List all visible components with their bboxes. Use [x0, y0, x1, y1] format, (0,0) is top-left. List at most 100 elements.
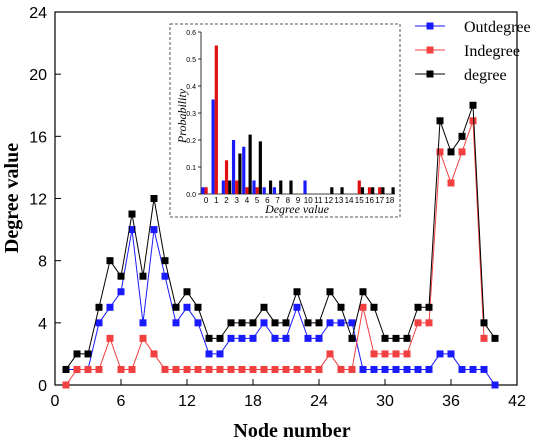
- series-indegree: [62, 117, 488, 389]
- data-point: [227, 365, 235, 373]
- data-point: [84, 350, 92, 358]
- inset-y-tick-label: 0.6: [186, 30, 196, 37]
- x-tick-label: 24: [310, 393, 328, 410]
- data-point: [227, 334, 235, 342]
- data-point: [381, 365, 389, 373]
- data-point: [249, 334, 257, 342]
- inset-bar: [357, 180, 361, 194]
- data-point: [150, 350, 158, 358]
- inset-x-tick-label: 4: [245, 196, 250, 205]
- series-line: [66, 229, 496, 386]
- data-point: [436, 148, 444, 156]
- data-point: [194, 319, 202, 327]
- inset-x-tick-label: 5: [255, 196, 260, 205]
- data-point: [161, 365, 169, 373]
- data-point: [458, 132, 466, 140]
- inset-x-tick-label: 13: [334, 196, 343, 205]
- data-point: [414, 303, 422, 311]
- y-axis-title: Degree value: [1, 143, 23, 253]
- data-point: [117, 272, 125, 280]
- inset-x-tick-label: 7: [275, 196, 280, 205]
- data-point: [205, 365, 213, 373]
- data-point: [249, 365, 257, 373]
- data-point: [150, 195, 158, 202]
- inset-bars: [201, 45, 395, 194]
- x-tick-label: 42: [508, 393, 526, 410]
- data-point: [238, 319, 246, 327]
- data-point: [425, 303, 433, 311]
- data-point: [216, 350, 224, 358]
- data-point: [326, 288, 334, 296]
- data-point: [95, 319, 103, 327]
- inset-x-tick-label: 16: [365, 196, 374, 205]
- data-point: [469, 101, 477, 109]
- inset-x-tick-label: 6: [265, 196, 270, 205]
- inset-series-degree: [228, 134, 395, 194]
- data-point: [161, 272, 169, 280]
- data-point: [469, 117, 477, 125]
- data-point: [447, 179, 455, 187]
- data-point: [348, 319, 356, 327]
- inset-bar: [255, 187, 259, 194]
- data-point: [392, 334, 400, 342]
- data-point: [282, 365, 290, 373]
- inset-x-tick-label: 3: [235, 196, 240, 205]
- y-tick-label: 4: [38, 316, 47, 333]
- y-tick-label: 24: [29, 5, 47, 22]
- legend-label: Outdegree: [464, 19, 531, 36]
- data-point: [304, 365, 312, 373]
- data-point: [139, 319, 147, 327]
- data-point: [205, 334, 213, 342]
- inset-bar: [245, 187, 249, 194]
- data-point: [315, 319, 323, 327]
- inset-y-tick-label: 0.3: [186, 111, 196, 118]
- data-point: [205, 350, 213, 358]
- inset-y-tick-label: 0.1: [186, 165, 196, 172]
- data-point: [73, 350, 81, 358]
- data-point: [139, 272, 147, 280]
- data-point: [458, 148, 466, 156]
- x-tick-label: 18: [244, 393, 262, 410]
- data-point: [403, 365, 411, 373]
- inset-series-indegree: [204, 45, 382, 194]
- data-point: [260, 365, 268, 373]
- y-tick-label: 0: [38, 378, 47, 395]
- legend-marker: [426, 46, 434, 54]
- x-tick-label: 0: [51, 393, 60, 410]
- legend-item-outdegree: Outdegree: [415, 19, 531, 36]
- inset-series-outdegree: [201, 99, 307, 194]
- data-point: [425, 319, 433, 327]
- legend: Outdegree Indegree degree: [415, 19, 531, 84]
- data-point: [84, 365, 92, 373]
- x-axis-title: Node number: [233, 420, 350, 442]
- data-point: [95, 303, 103, 311]
- data-point: [359, 365, 367, 373]
- data-point: [216, 365, 224, 373]
- data-point: [337, 365, 345, 373]
- data-point: [227, 319, 235, 327]
- data-point: [106, 303, 114, 311]
- inset-bar: [371, 187, 375, 194]
- inset-y-tick-label: 0.4: [186, 84, 196, 91]
- data-point: [480, 319, 488, 327]
- data-point: [62, 381, 70, 389]
- inset-x-tick-label: 17: [375, 196, 384, 205]
- inset-bar: [268, 180, 273, 194]
- data-point: [436, 350, 444, 358]
- inset-bar: [330, 187, 334, 194]
- inset-bar: [303, 180, 307, 194]
- inset-bar: [262, 187, 266, 194]
- inset-bar: [248, 134, 252, 194]
- x-tick-label: 12: [178, 393, 196, 410]
- data-point: [326, 319, 334, 327]
- inset-bar: [381, 187, 385, 194]
- data-point: [469, 365, 477, 373]
- data-point: [95, 365, 103, 373]
- data-point: [106, 334, 114, 342]
- data-point: [315, 365, 323, 373]
- main-series: [62, 101, 499, 389]
- data-point: [117, 365, 125, 373]
- series-outdegree: [62, 226, 499, 389]
